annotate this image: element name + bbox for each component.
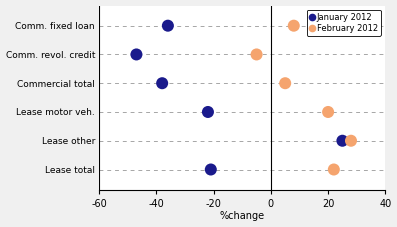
February 2012: [282, 81, 288, 85]
January 2012: [339, 139, 345, 143]
February 2012: [253, 53, 260, 56]
February 2012: [331, 168, 337, 171]
January 2012: [133, 53, 140, 56]
February 2012: [291, 24, 297, 27]
January 2012: [159, 81, 165, 85]
January 2012: [165, 24, 171, 27]
February 2012: [348, 139, 354, 143]
X-axis label: %change: %change: [220, 211, 265, 222]
January 2012: [205, 110, 211, 114]
Legend: January 2012, February 2012: January 2012, February 2012: [307, 10, 381, 36]
February 2012: [325, 110, 331, 114]
January 2012: [208, 168, 214, 171]
